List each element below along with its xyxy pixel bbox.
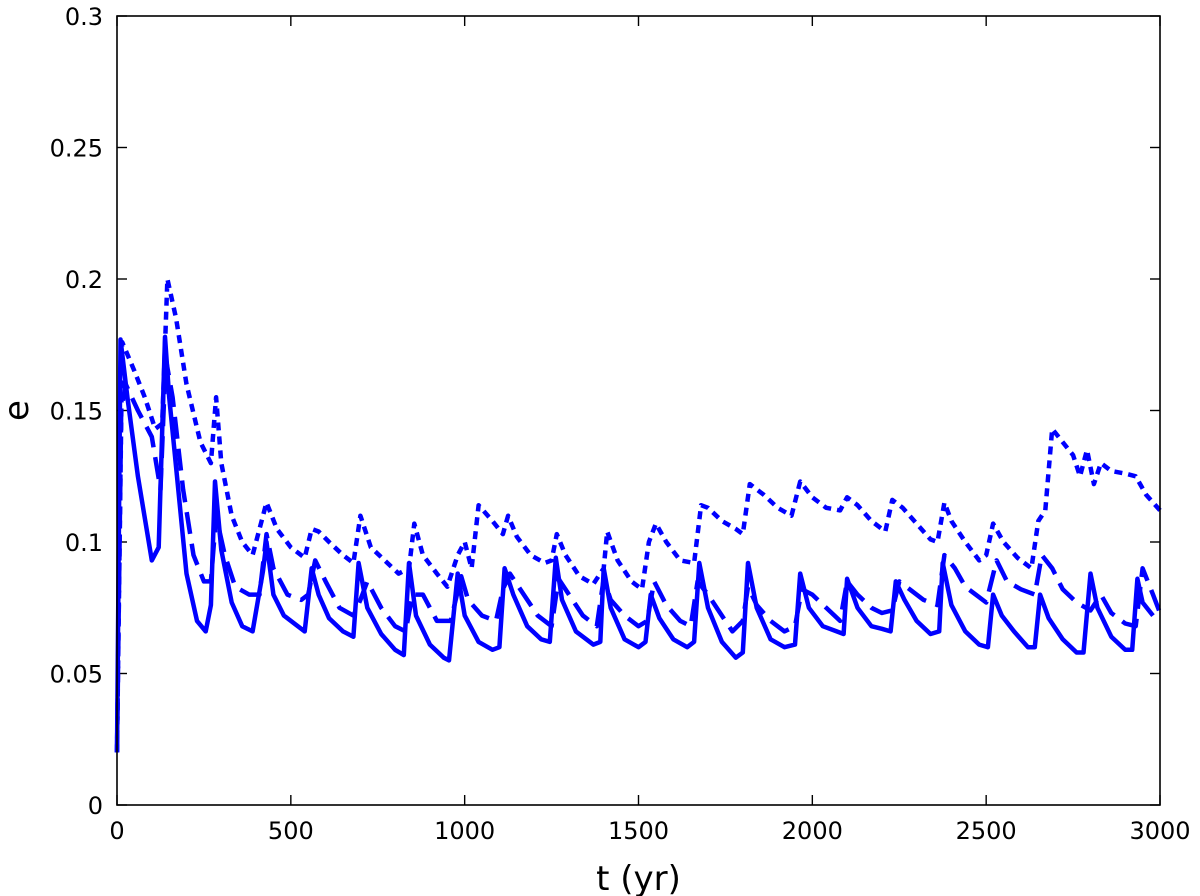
x-tick-label: 3000 (1129, 817, 1190, 845)
plot-frame (116, 15, 1161, 806)
series-line-solid (114, 334, 1155, 753)
x-tick-label: 2000 (782, 817, 843, 845)
x-tick-label: 0 (109, 817, 124, 845)
x-axis-label: t (yr) (596, 859, 681, 896)
y-tick-label: 0.2 (65, 266, 103, 294)
series-layer (114, 276, 1163, 753)
y-tick-label: 0.15 (50, 398, 103, 426)
y-tick-label: 0.25 (50, 135, 103, 163)
y-tick-label: 0.1 (65, 529, 103, 557)
x-tick-label: 1000 (434, 817, 495, 845)
tick-labels: 0 500 1000 1500 2000 2500 3000 0 0.05 0.1 0.15 0.2 0… (50, 3, 1191, 845)
y-tick-label: 0.05 (50, 661, 103, 689)
x-tick-label: 1500 (608, 817, 669, 845)
y-tick-label: 0.3 (65, 3, 103, 31)
y-tick-label: 0 (88, 792, 103, 820)
series-line-dashed (114, 355, 1163, 753)
x-tick-label: 500 (268, 817, 314, 845)
series-line-dotted (114, 276, 1162, 753)
x-tick-label: 2500 (956, 817, 1017, 845)
y-axis-label: e (0, 400, 37, 421)
